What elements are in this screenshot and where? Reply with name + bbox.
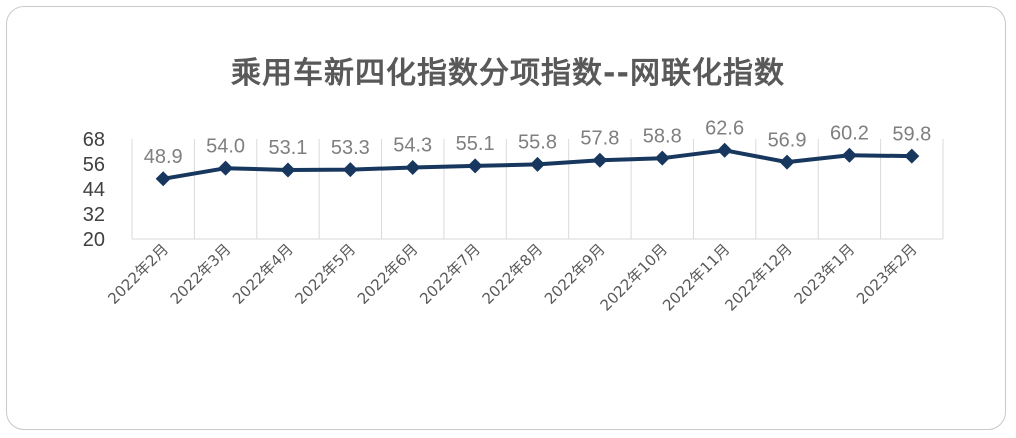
data-label: 48.9 bbox=[144, 146, 183, 168]
data-label: 55.1 bbox=[456, 133, 495, 155]
data-point-marker bbox=[405, 160, 421, 176]
data-label: 62.6 bbox=[705, 117, 744, 139]
x-tick-label: 2022年5月 bbox=[291, 240, 359, 308]
data-point-marker bbox=[779, 154, 795, 170]
y-tick-label: 32 bbox=[83, 204, 105, 226]
y-tick-label: 44 bbox=[83, 179, 105, 201]
data-label: 53.1 bbox=[268, 137, 307, 159]
data-point-marker bbox=[592, 152, 608, 168]
x-tick-label: 2022年7月 bbox=[416, 240, 484, 308]
data-label: 57.8 bbox=[580, 127, 619, 149]
x-tick-label: 2022年8月 bbox=[479, 240, 547, 308]
data-point-marker bbox=[342, 162, 358, 178]
chart-title: 乘用车新四化指数分项指数--网联化指数 bbox=[231, 56, 785, 91]
data-label: 54.0 bbox=[206, 135, 245, 157]
y-tick-label: 68 bbox=[83, 129, 105, 151]
x-tick-label: 2022年2月 bbox=[104, 240, 172, 308]
data-label: 60.2 bbox=[830, 122, 869, 144]
data-label: 58.8 bbox=[643, 125, 682, 147]
data-point-marker bbox=[280, 162, 296, 178]
data-point-marker bbox=[841, 147, 857, 163]
x-tick-label: 2022年3月 bbox=[167, 240, 235, 308]
x-tick-label: 2023年1月 bbox=[791, 240, 859, 308]
x-tick-label: 2022年12月 bbox=[721, 240, 795, 314]
data-label: 59.8 bbox=[892, 123, 931, 145]
data-label: 54.3 bbox=[393, 135, 432, 157]
data-point-marker bbox=[155, 171, 171, 187]
data-point-marker bbox=[467, 158, 483, 174]
data-point-marker bbox=[717, 142, 733, 158]
data-point-marker bbox=[904, 148, 920, 164]
data-label: 55.8 bbox=[518, 132, 557, 154]
x-tick-label: 2022年9月 bbox=[541, 240, 609, 308]
x-tick-label: 2022年4月 bbox=[229, 240, 297, 308]
y-tick-label: 56 bbox=[83, 154, 105, 176]
data-label: 53.3 bbox=[331, 137, 370, 159]
y-tick-label: 20 bbox=[83, 229, 105, 251]
data-point-marker bbox=[218, 160, 234, 176]
data-label: 56.9 bbox=[768, 129, 807, 151]
data-point-marker bbox=[530, 156, 545, 172]
x-tick-label: 2022年6月 bbox=[354, 240, 422, 308]
x-tick-label: 2023年2月 bbox=[853, 240, 921, 308]
data-point-marker bbox=[654, 150, 670, 166]
